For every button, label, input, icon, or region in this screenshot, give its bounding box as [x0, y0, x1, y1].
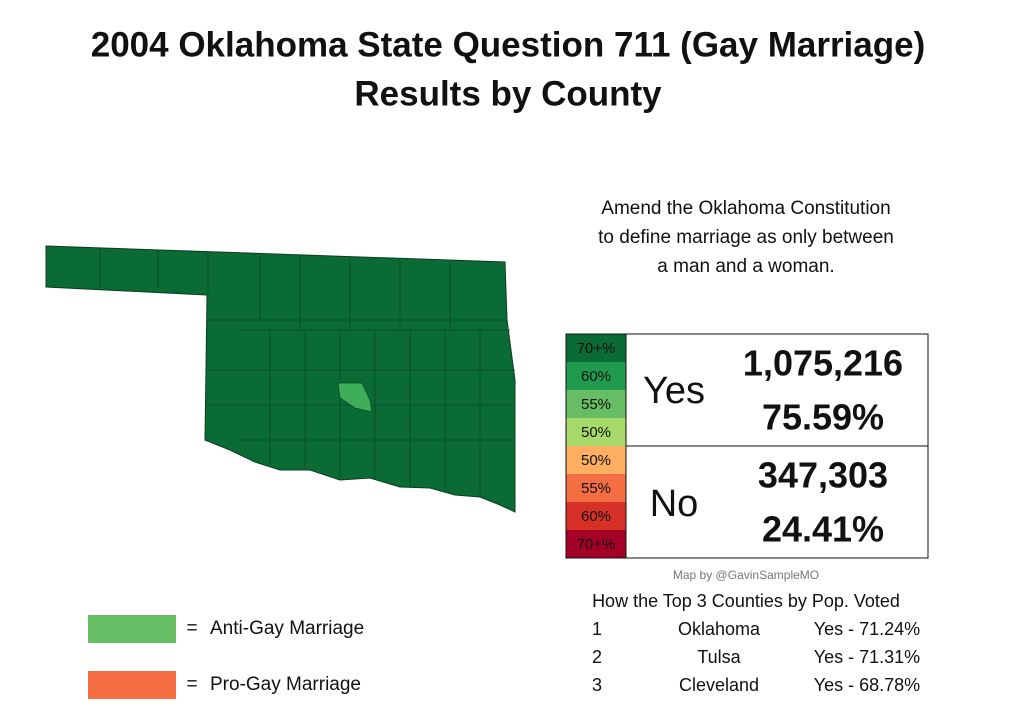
- question: a man and a woman.: [657, 256, 834, 277]
- scale-label: 60%: [581, 368, 611, 385]
- legend-swatch: [88, 671, 176, 699]
- table-cell: 1: [592, 619, 602, 639]
- scale-label: 55%: [581, 396, 611, 413]
- legend: = Anti-Gay Marriage = Pro-Gay Marriage: [88, 615, 364, 699]
- table-cell: 2: [592, 647, 602, 667]
- scale-swatch: [566, 362, 626, 390]
- scale-swatch: [566, 502, 626, 530]
- scale-label: 50%: [581, 452, 611, 469]
- result-label: Yes: [643, 370, 705, 412]
- title: 2004 Oklahoma State Question 711 (Gay Ma…: [91, 25, 926, 64]
- result-votes: 347,303: [758, 455, 888, 496]
- result-label: No: [650, 483, 699, 525]
- scale-label: 60%: [581, 508, 611, 525]
- table-cell: 3: [592, 675, 602, 695]
- scale-swatch: [566, 474, 626, 502]
- scale-swatch: [566, 390, 626, 418]
- credit: Map by @GavinSampleMO: [673, 568, 819, 582]
- cleveland-county: [337, 382, 373, 413]
- table-cell: Oklahoma: [678, 619, 761, 639]
- question: Amend the Oklahoma Constitution: [601, 198, 890, 219]
- question: to define marriage as only between: [598, 227, 894, 248]
- legend-label: Anti-Gay Marriage: [210, 618, 364, 639]
- color-scale: 70+% 60% 55% 50% 50% 55% 60% 70+%: [566, 334, 626, 558]
- scale-swatch: [566, 530, 626, 558]
- legend-separator: =: [186, 618, 197, 639]
- county-table: 1 Oklahoma Yes - 71.24% 2 Tulsa Yes - 71.31% 3…: [592, 619, 920, 695]
- table-cell: Tulsa: [697, 647, 741, 667]
- scale-swatch: [566, 446, 626, 474]
- legend-separator: =: [186, 674, 197, 695]
- scale-label: 70+%: [577, 340, 616, 357]
- scale-label: 50%: [581, 424, 611, 441]
- table-cell: Cleveland: [679, 675, 759, 695]
- legend-label: Pro-Gay Marriage: [210, 674, 361, 695]
- scale-label: 55%: [581, 480, 611, 497]
- scale-swatch: [566, 418, 626, 446]
- table-cell: Yes - 71.24%: [814, 619, 920, 639]
- result-percent: 75.59%: [762, 397, 884, 438]
- title: Results by County: [354, 74, 662, 113]
- scale-label: 70+%: [577, 536, 616, 553]
- table-cell: Yes - 68.78%: [814, 675, 920, 695]
- state-shape: [45, 245, 516, 513]
- map: [45, 245, 516, 513]
- scale-swatch: [566, 334, 626, 362]
- table-cell: Yes - 71.31%: [814, 647, 920, 667]
- table-title: How the Top 3 Counties by Pop. Voted: [592, 591, 900, 611]
- result-percent: 24.41%: [762, 509, 884, 550]
- result-votes: 1,075,216: [743, 343, 903, 384]
- legend-swatch: [88, 615, 176, 643]
